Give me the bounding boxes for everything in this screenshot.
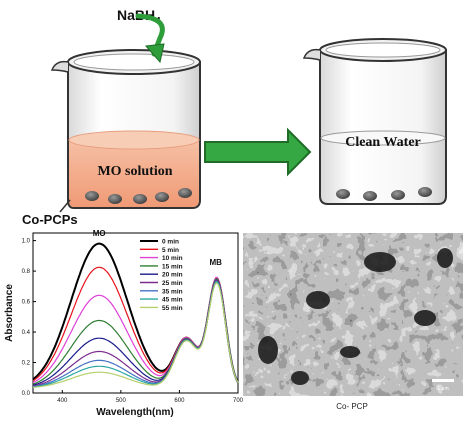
x-axis-title: Wavelength(nm) [96, 407, 173, 418]
sem-image: 1 μm [243, 233, 463, 396]
legend-entry: 25 min [162, 280, 183, 287]
scale-bar-label: 1 μm [437, 386, 448, 392]
y-axis-title: Absorbance [4, 284, 15, 342]
beaker-clean-water: Clean Water [302, 38, 447, 205]
y-tick-label: 0.8 [22, 269, 31, 275]
mo-solution-surface [68, 130, 200, 150]
y-tick-label: 1.0 [22, 239, 31, 245]
peak-label: MB [210, 258, 223, 267]
y-tick-label: 0.4 [22, 330, 31, 336]
legend-entry: 10 min [162, 255, 183, 262]
scale-bar [432, 379, 454, 382]
series-lines [32, 242, 239, 388]
legend-entry: 0 min [162, 239, 179, 246]
uv-vis-chart: 0.0 0.2 0.4 0.6 0.8 1.0 400 500 600 700 MO MB 0 m… [4, 229, 244, 418]
y-tick-label: 0.0 [22, 391, 31, 397]
y-tick-label: 0.2 [22, 361, 31, 367]
catalyst-label: Co-PCPs [22, 212, 78, 227]
x-tick-label: 600 [174, 398, 185, 404]
reagent-arrow-icon [135, 13, 165, 57]
y-tick-label: 0.6 [22, 300, 31, 306]
legend-entry: 5 min [162, 247, 179, 254]
process-arrow-icon [204, 127, 312, 177]
legend-entry: 15 min [162, 263, 183, 270]
beaker2-label: Clean Water [345, 135, 421, 150]
legend-entry: 20 min [162, 272, 183, 279]
legend-entry: 45 min [162, 297, 183, 304]
beaker1-label: MO solution [97, 164, 172, 179]
x-tick-label: 700 [233, 398, 244, 404]
x-tick-label: 500 [116, 398, 127, 404]
peak-annotations: MO MB [93, 229, 222, 267]
catalyst-beads-1 [85, 188, 192, 204]
beaker-mo: MO solution [50, 49, 201, 209]
water-surface [320, 130, 446, 146]
legend-entry: 55 min [162, 305, 183, 312]
mo-solution-fill [69, 140, 199, 207]
y-axis: 0.0 0.2 0.4 0.6 0.8 1.0 [22, 239, 36, 397]
series-line-55-min [32, 282, 239, 388]
peak-label: MO [93, 229, 106, 238]
catalyst-beads-2 [336, 187, 432, 201]
legend-entry: 35 min [162, 288, 183, 295]
x-axis: 400 500 600 700 [57, 390, 244, 404]
x-tick-label: 400 [57, 398, 68, 404]
sem-caption: Co- PCP [336, 402, 368, 411]
